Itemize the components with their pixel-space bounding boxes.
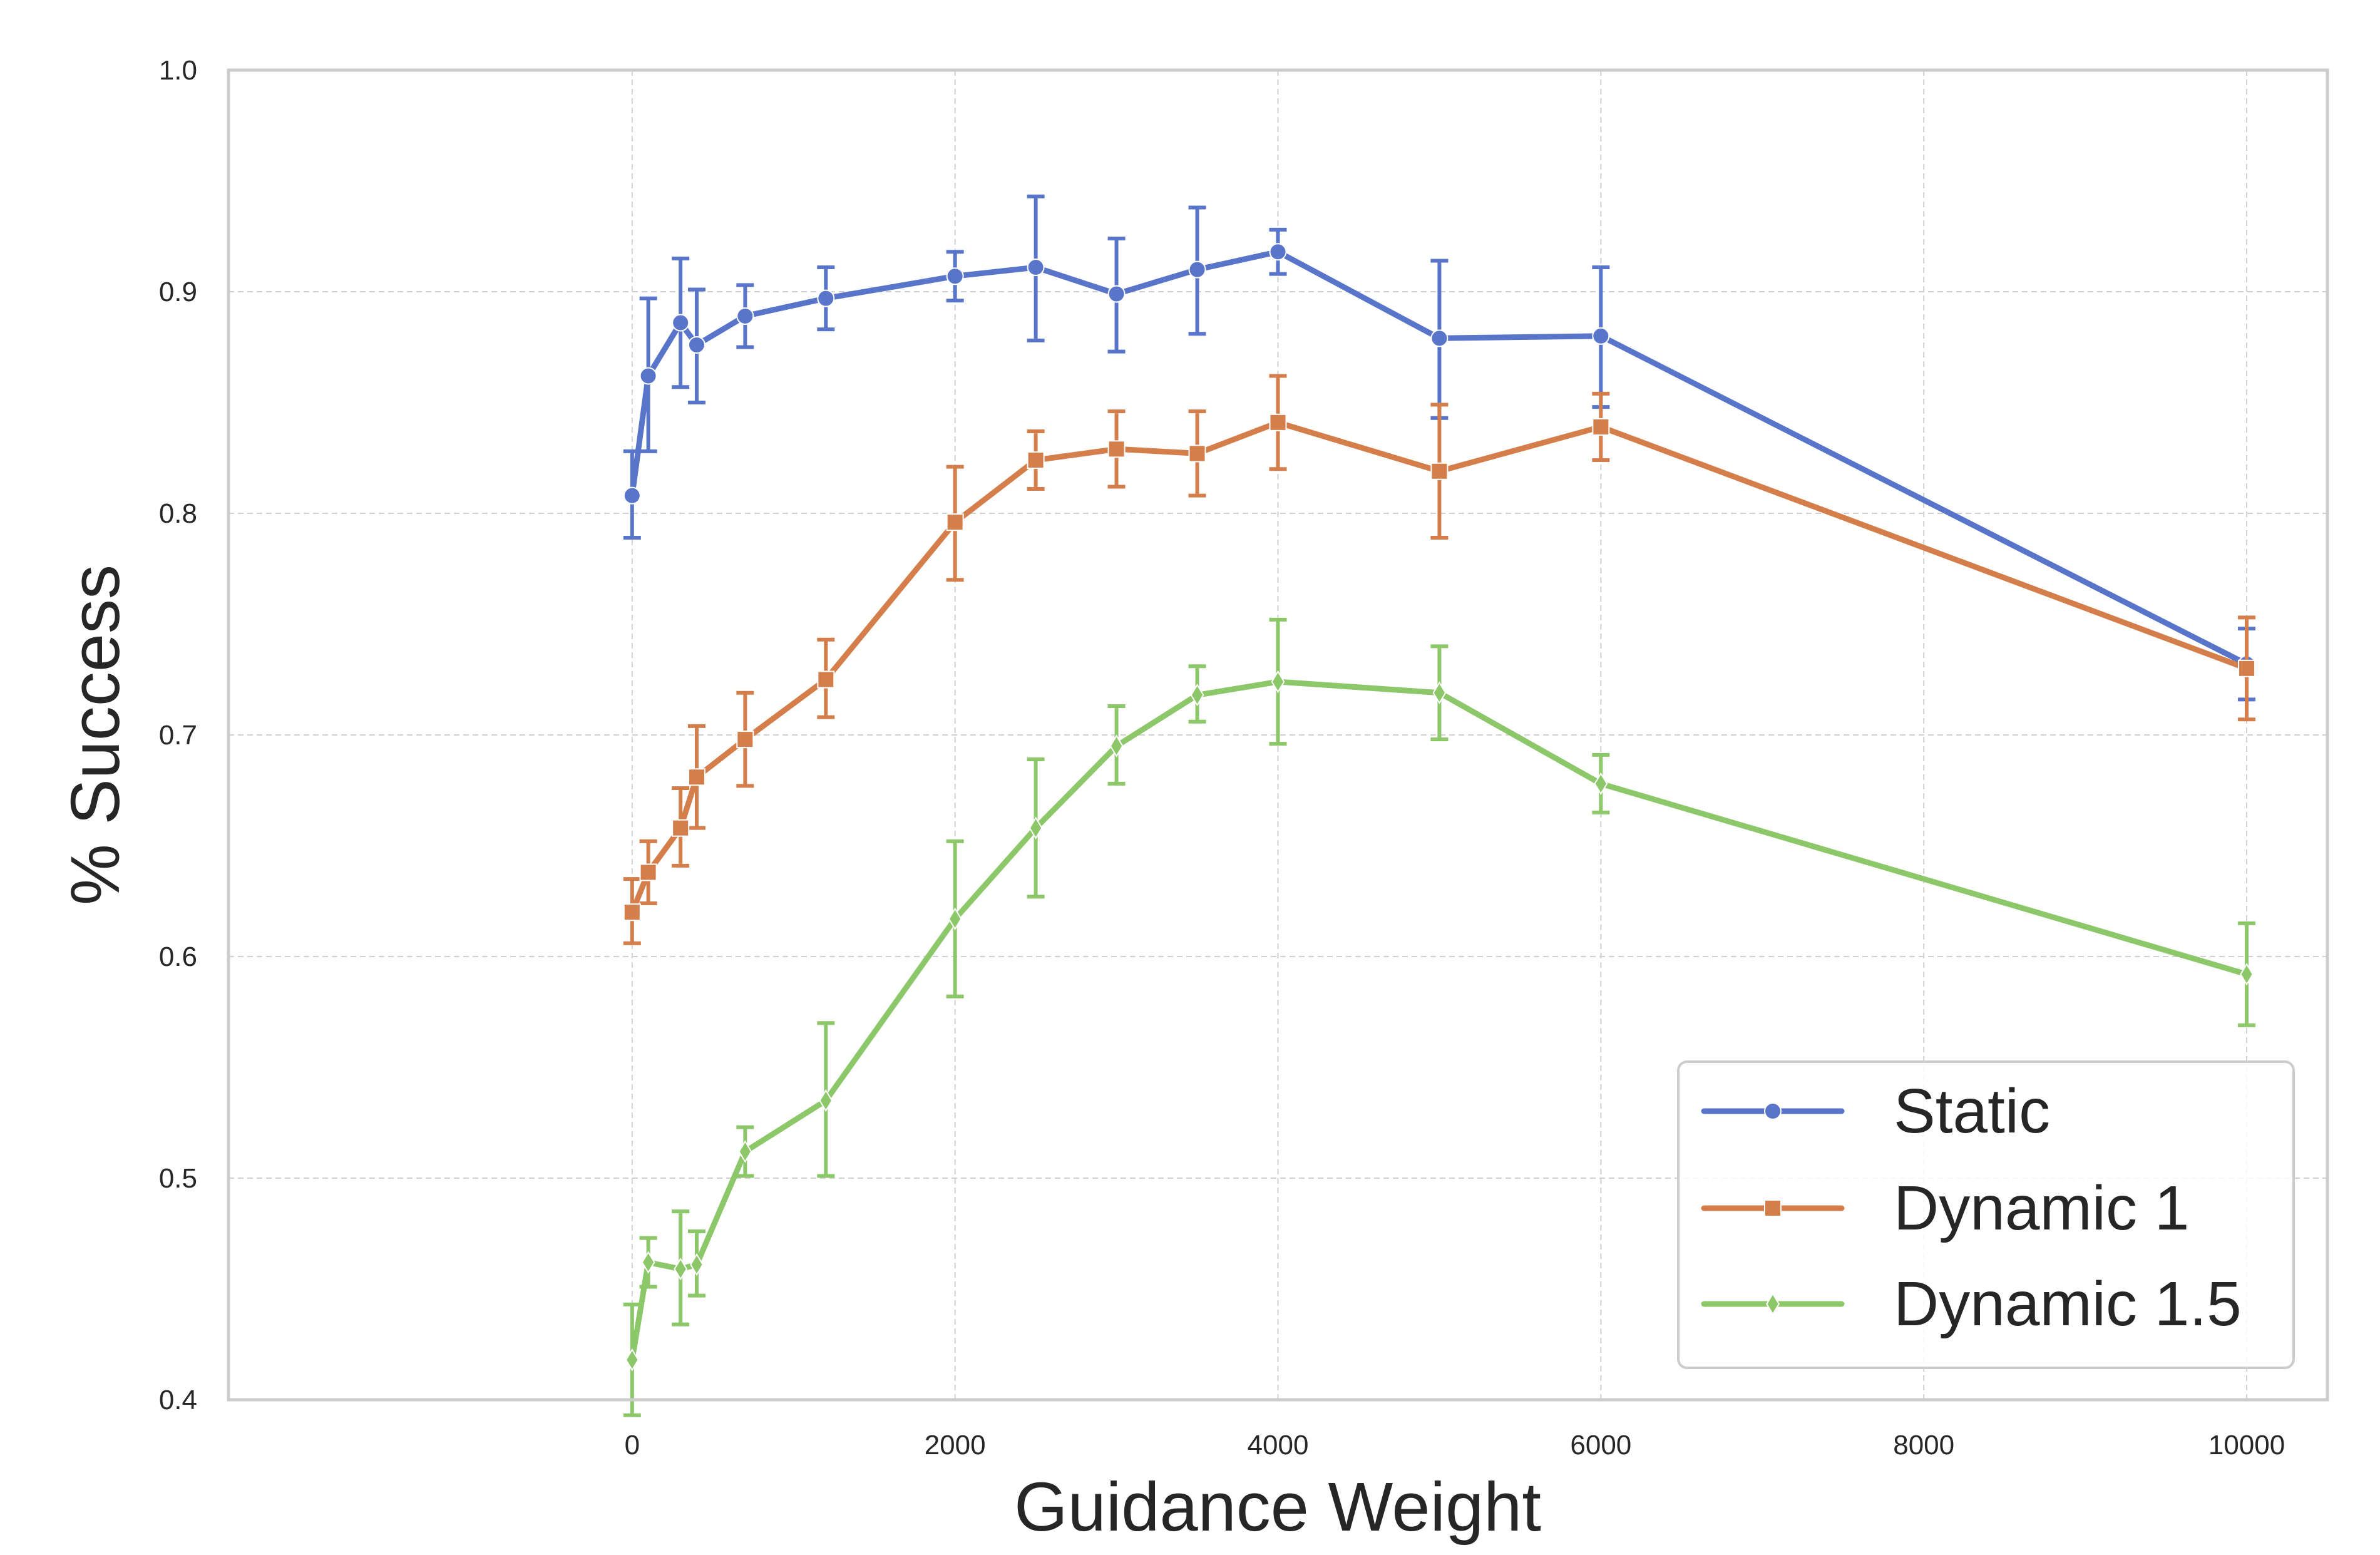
y-tick-label: 0.7 — [159, 720, 197, 751]
legend-entry: Static — [1701, 1076, 2050, 1146]
x-axis-label: Guidance Weight — [1014, 1469, 1541, 1546]
data-point — [1269, 243, 1287, 261]
legend-marker — [1764, 1102, 1782, 1120]
data-point — [1592, 327, 1610, 345]
data-point — [1027, 451, 1045, 470]
data-point — [819, 1089, 833, 1112]
plot-frame — [227, 68, 2329, 1402]
data-point — [1109, 734, 1124, 757]
legend-label: Static — [1894, 1076, 2050, 1146]
data-point — [736, 307, 754, 325]
data-point — [625, 1348, 639, 1372]
plot-area — [623, 194, 2256, 1417]
legend-entry: Dynamic 1.5 — [1701, 1269, 2242, 1339]
data-point — [948, 907, 962, 931]
data-point — [672, 314, 690, 332]
data-point — [672, 819, 690, 837]
data-point — [2240, 963, 2254, 986]
y-axis-label: % Success — [57, 565, 134, 905]
data-point — [1188, 444, 1206, 463]
series-dynamic-1-5 — [623, 617, 2256, 1417]
legend-label: Dynamic 1 — [1894, 1173, 2189, 1243]
data-point — [1430, 329, 1449, 347]
data-point — [1028, 816, 1043, 839]
legend: Static Dynamic 1 Dynamic 1.5 — [1677, 1060, 2295, 1369]
y-tick-label: 0.4 — [159, 1385, 197, 1415]
data-point — [736, 731, 754, 749]
data-point — [1592, 418, 1610, 436]
data-point — [641, 1251, 655, 1274]
data-point — [1190, 684, 1204, 707]
data-point — [1430, 462, 1449, 480]
x-tick-label: 10000 — [2208, 1430, 2285, 1460]
data-point — [946, 267, 964, 285]
data-point — [1027, 259, 1045, 277]
data-point — [2238, 659, 2256, 677]
data-point — [639, 863, 657, 881]
data-point — [623, 903, 641, 921]
data-point — [674, 1257, 688, 1281]
series-dynamic-1 — [623, 374, 2256, 945]
y-tick-label: 0.8 — [159, 498, 197, 529]
data-point — [946, 513, 964, 531]
data-point — [738, 1140, 752, 1163]
data-point — [623, 486, 641, 505]
legend-entry: Dynamic 1 — [1701, 1173, 2189, 1243]
series-static — [623, 194, 2256, 702]
data-point — [639, 367, 657, 385]
data-point — [1107, 440, 1126, 458]
x-tick-label: 0 — [625, 1430, 640, 1460]
x-tick-label: 8000 — [1893, 1430, 1954, 1460]
legend-box — [1677, 1060, 2295, 1369]
y-tick-label: 1.0 — [159, 55, 197, 86]
data-point — [1432, 681, 1447, 704]
x-tick-label: 4000 — [1248, 1430, 1309, 1460]
data-point — [1188, 260, 1206, 279]
data-point — [817, 289, 835, 307]
y-tick-label: 0.6 — [159, 942, 197, 972]
legend-marker — [1764, 1199, 1782, 1217]
y-tick-label: 0.5 — [159, 1163, 197, 1194]
data-point — [1271, 670, 1285, 694]
data-point — [687, 768, 705, 786]
data-point — [1269, 413, 1287, 431]
y-tick-label: 0.9 — [159, 277, 197, 307]
x-tick-label: 6000 — [1570, 1430, 1631, 1460]
legend-label: Dynamic 1.5 — [1894, 1269, 2242, 1339]
data-point — [687, 336, 705, 354]
data-point — [817, 670, 835, 689]
data-point — [1594, 772, 1608, 796]
legend-marker — [1766, 1292, 1780, 1316]
data-point — [1107, 285, 1126, 303]
data-point — [690, 1253, 704, 1276]
axis-ticks: 0 2000 4000 6000 8000 10000 0.4 0.5 0.6 0.7 0.8 0.9… — [159, 55, 2285, 1460]
x-tick-label: 2000 — [925, 1430, 986, 1460]
